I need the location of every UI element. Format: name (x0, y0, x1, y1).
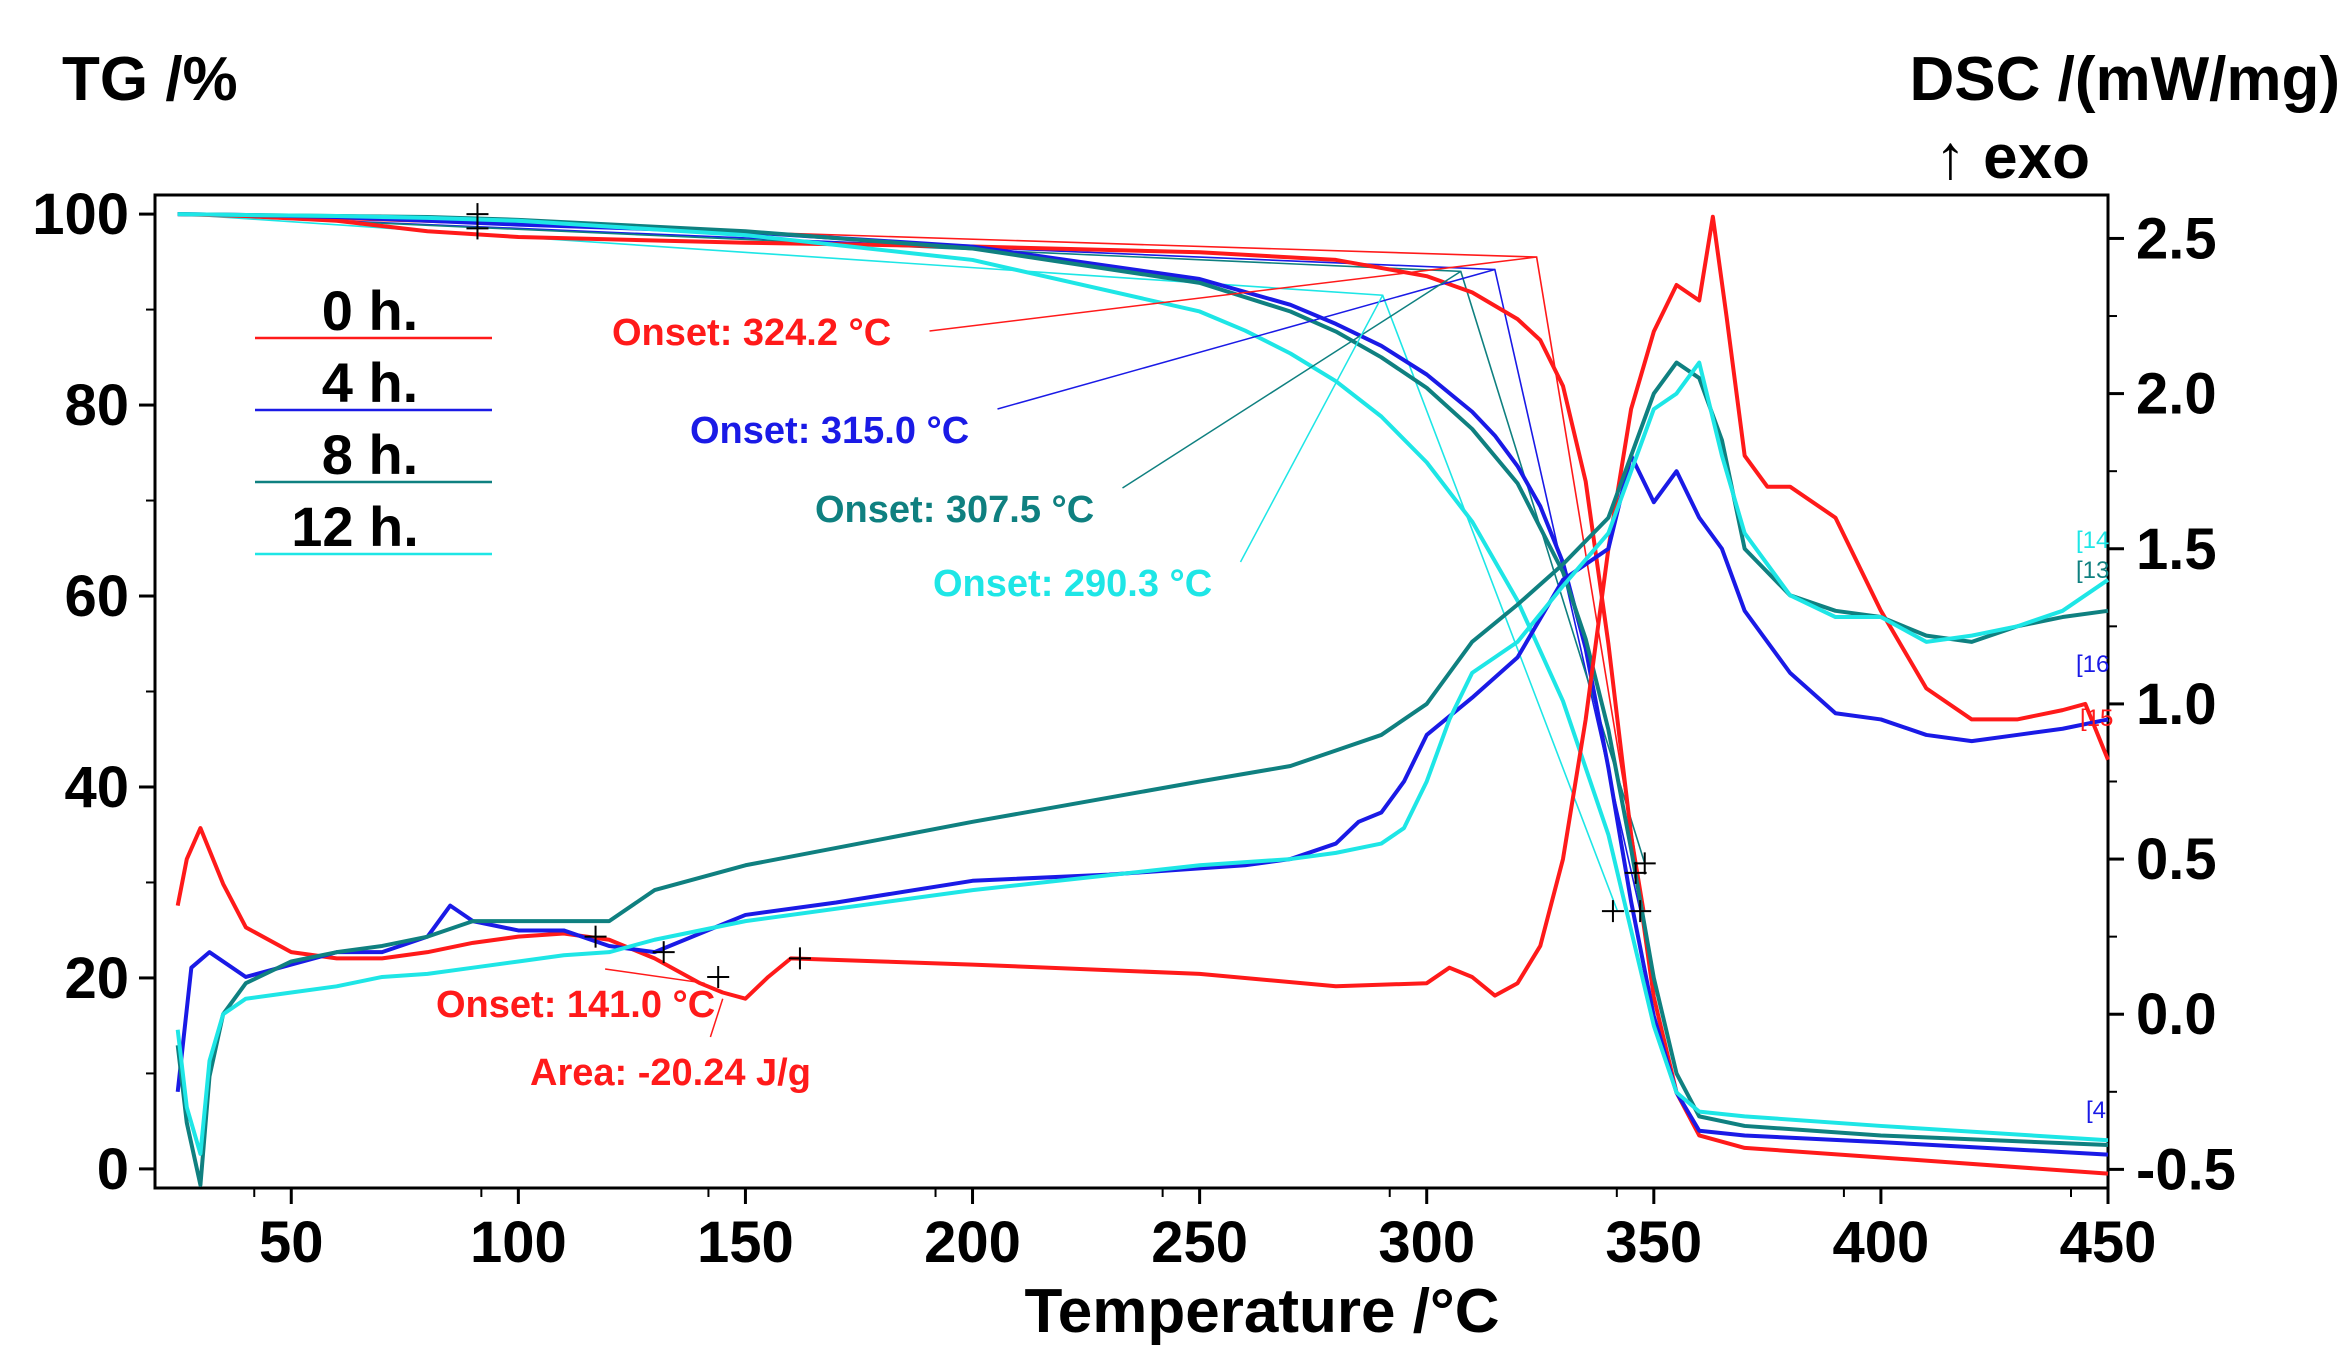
x-tick-label: 300 (1378, 1210, 1475, 1275)
y-right-tick-label: 2.5 (2136, 206, 2217, 271)
y-left-tick-label: 0 (97, 1137, 129, 1202)
y-left-tick-label: 100 (32, 182, 129, 247)
y-right-tick-label: 1.5 (2136, 517, 2217, 582)
y-right-tick-label: 2.0 (2136, 362, 2217, 427)
legend-label-12h: 12 h. (291, 495, 419, 558)
y-right-axis-title: DSC /(mW/mg) (1909, 45, 2340, 114)
annotation-leader-1 (997, 268, 1496, 410)
x-axis-title: Temperature /°C (1025, 1277, 1500, 1346)
annotation-leader-4 (605, 968, 705, 984)
dsc-curve-12hh (175, 360, 2110, 1156)
dsc-curve-0hh (175, 214, 2110, 1001)
y-right-tick-label: 0.5 (2136, 827, 2217, 892)
y-left-tick-label: 20 (64, 946, 129, 1011)
data-curves (175, 212, 2110, 1187)
x-tick-label: 400 (1833, 1210, 1930, 1275)
legend-label-8h: 8 h. (322, 423, 418, 486)
annotation-label-3: Onset: 290.3 °C (933, 563, 1212, 605)
annotation-label-4: Onset: 141.0 °C (436, 984, 715, 1026)
annotation-leader-3 (1239, 294, 1384, 563)
annotation-leader-0 (929, 256, 1537, 332)
y-left-tick-label: 40 (64, 755, 129, 820)
x-tick-label: 50 (259, 1210, 324, 1275)
annotation-leader-2 (1122, 270, 1462, 489)
y-right-axis-subtitle: ↑ exo (1935, 123, 2090, 192)
annotation-label-1: Onset: 315.0 °C (690, 410, 969, 452)
x-tick-label: 350 (1605, 1210, 1702, 1275)
x-tick-label: 150 (697, 1210, 794, 1275)
dsc-curve-8hh (175, 360, 2109, 1187)
axis-ticks: 50 100 150 200 250 300 350 400 450 0 20 40 60 80 100 -0… (32, 182, 2236, 1275)
end-tag-1: [13 (2076, 557, 2109, 584)
legend: 0 h. 4 h. 8 h. 12 h. (255, 279, 492, 558)
tg-curve-0hh (177, 212, 2109, 1176)
plot-area-border (153, 193, 2110, 1190)
y-left-tick-label: 80 (64, 373, 129, 438)
tg-curve-12hh (177, 212, 2109, 1143)
end-tag-0: [14 (2076, 527, 2109, 554)
y-right-tick-label: -0.5 (2136, 1137, 2236, 1202)
annotation-label-2: Onset: 307.5 °C (815, 489, 1094, 531)
annotation-leader-5 (709, 998, 724, 1038)
y-left-axis-title: TG /% (62, 45, 238, 114)
x-tick-label: 250 (1151, 1210, 1248, 1275)
annotation-label-5: Area: -20.24 J/g (530, 1052, 811, 1094)
plot-frame (153, 193, 2110, 1190)
end-tag-3: [15 (2080, 705, 2113, 732)
legend-label-0h: 0 h. (322, 279, 418, 342)
x-tick-label: 200 (924, 1210, 1021, 1275)
end-tags: [14 [13 [16 [15 [4 (2076, 527, 2113, 1124)
end-tag-4: [4 (2086, 1097, 2106, 1124)
y-right-tick-label: 0.0 (2136, 982, 2217, 1047)
legend-label-4h: 4 h. (322, 351, 418, 414)
end-tag-2: [16 (2076, 651, 2109, 678)
x-tick-label: 100 (470, 1210, 567, 1275)
annotation-label-0: Onset: 324.2 °C (612, 312, 891, 354)
x-tick-label: 450 (2060, 1210, 2157, 1275)
y-right-tick-label: 1.0 (2136, 672, 2217, 737)
y-left-tick-label: 60 (64, 564, 129, 629)
annotations: Onset: 324.2 °C Onset: 315.0 °C Onset: 307… (436, 256, 1537, 1094)
cross-markers (466, 203, 1656, 988)
